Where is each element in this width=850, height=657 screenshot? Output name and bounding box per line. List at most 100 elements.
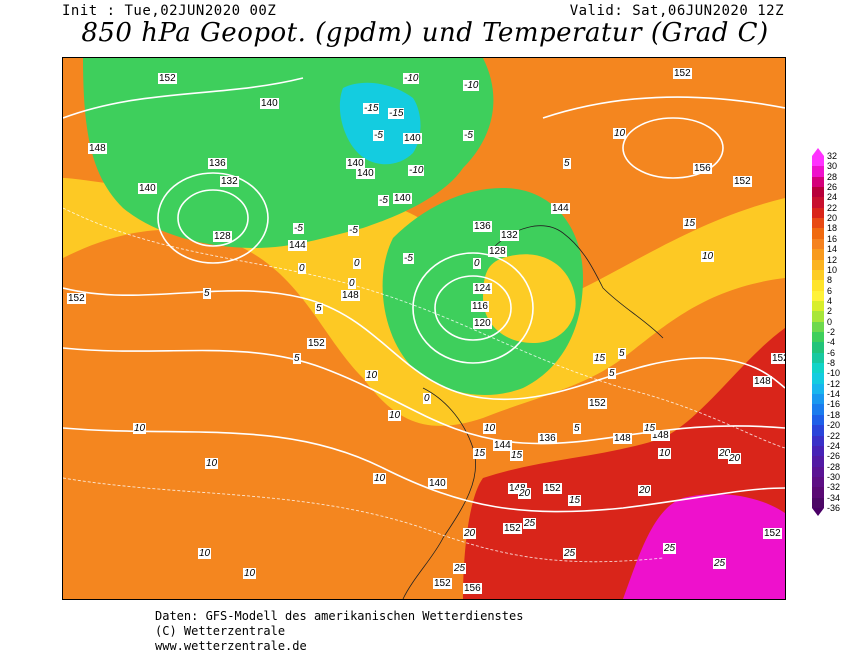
scale-segment [812,363,824,374]
temperature-label: 15 [643,423,657,434]
scale-segment [812,176,824,188]
geopotential-label: 140 [260,98,279,109]
geopotential-label: 144 [288,240,307,251]
geopotential-label: 152 [67,293,86,304]
geopotential-isolines [63,77,785,513]
temperature-label: 5 [315,303,323,314]
geopotential-label: 148 [341,290,360,301]
scale-bottom-arrow [812,508,824,516]
scale-label: 16 [827,233,838,244]
temperature-label: -5 [293,223,304,234]
temperature-label: -5 [373,130,384,141]
scale-segment [812,207,824,219]
scale-label: -28 [827,461,841,472]
temperature-label: 20 [638,485,652,496]
geopotential-label: 128 [488,246,507,257]
geopotential-label: 136 [208,158,227,169]
scale-segment [812,476,824,488]
geopotential-label: 152 [543,483,562,494]
scale-segment [812,383,824,395]
scale-label: -12 [827,378,841,389]
geopotential-label: 152 [503,523,522,534]
footer-copyright: (C) Wetterzentrale [155,624,286,638]
geopotential-label: 140 [403,133,422,144]
scale-label: -10 [827,368,841,379]
scale-segment [812,456,824,468]
temperature-label: 10 [701,251,715,262]
scale-label: 32 [827,151,838,161]
geopotential-label: 140 [346,158,365,169]
scale-segment [812,352,824,364]
temperature-label: 25 [453,563,467,574]
footer-data-source: Daten: GFS-Modell des amerikanischen Wet… [155,609,524,623]
scale-label: -2 [827,327,836,337]
temperature-label: -5 [378,195,389,206]
scale-label: -8 [827,358,836,369]
temperature-label: 10 [205,458,219,469]
scale-segment [812,445,824,457]
scale-label: -22 [827,430,841,441]
temperature-label: 15 [510,450,524,461]
temperature-label: 15 [593,353,607,364]
scale-segment [812,218,824,229]
scale-bar [812,156,824,509]
scale-label: 30 [827,161,838,172]
scale-segment [812,238,824,250]
geopotential-label: 152 [733,176,752,187]
temperature-label: 20 [518,488,532,499]
temperature-label: 20 [728,453,742,464]
scale-label: 4 [827,295,833,306]
scale-label: 14 [827,244,838,255]
scale-segment [812,269,824,281]
temperature-label: 10 [133,423,147,434]
scale-segment [812,249,824,261]
cold-pool [339,82,421,165]
geopotential-label: 156 [463,583,482,594]
scale-segment [812,373,824,385]
scale-label: 8 [827,275,833,286]
scale-label: -24 [827,440,841,451]
temperature-label: 5 [573,423,581,434]
temperature-isolines [63,207,785,563]
map-title: 850 hPa Geopot. (gpdm) und Temperatur (G… [81,18,769,48]
scale-label: 12 [827,254,838,265]
geopotential-label: 148 [88,143,107,154]
temperature-label: 5 [608,368,616,379]
temperature-label: 25 [663,543,677,554]
temperature-label: 10 [243,568,257,579]
geopotential-label: 136 [473,221,492,232]
temperature-label: 25 [713,558,727,569]
scale-segment [812,394,824,405]
scale-segment [812,404,824,416]
geopotential-label: 140 [356,168,375,179]
scale-label: -4 [827,337,836,348]
temperature-label: 5 [203,288,211,299]
map-canvas [63,58,785,599]
temperature-label: 20 [718,448,732,459]
warm-core-central [483,254,576,343]
temperature-label: -15 [363,103,380,114]
scale-label: -6 [827,347,836,358]
scale-segment [812,414,824,426]
geopotential-label: 124 [473,283,492,294]
scale-segment [812,259,824,271]
scale-label: -36 [827,503,841,513]
geopotential-label: 132 [500,230,519,241]
scale-label: -16 [827,399,841,410]
scale-label: -14 [827,389,841,400]
scale-label: -18 [827,409,841,420]
temperature-label: 10 [365,370,379,381]
scale-label: -34 [827,492,841,503]
scale-label: -26 [827,451,841,462]
scale-segment [812,332,824,343]
geopotential-label: 148 [753,376,772,387]
temperature-color-scale: 32 30 28 26 24 22 20 18 16 14 12 10 8 6 4 2 0 -2 -4 -6 -8 -10… [812,148,850,516]
scale-top-arrow [812,148,824,156]
temperature-label: -5 [403,253,414,264]
scale-segment [812,300,824,312]
temperature-label: 5 [293,353,301,364]
scale-segment [812,466,824,478]
geopotential-label: 140 [138,183,157,194]
temperature-label: -10 [403,73,420,84]
geopotential-label: 120 [473,318,492,329]
